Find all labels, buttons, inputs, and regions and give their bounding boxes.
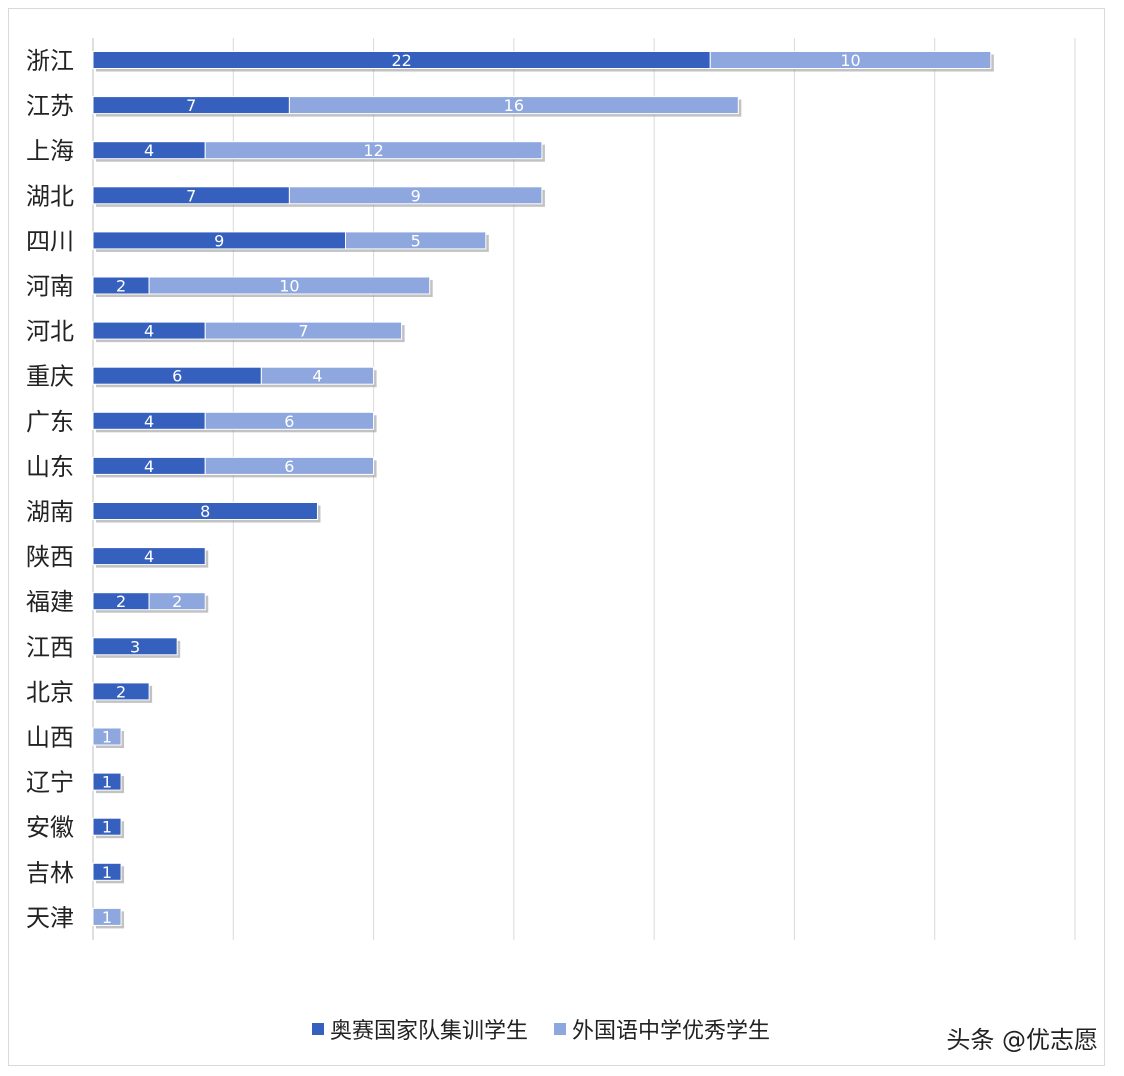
bar-segment: [92, 502, 318, 520]
data-label: 7: [186, 186, 196, 205]
data-label: 3: [130, 637, 140, 656]
data-label: 10: [840, 51, 860, 70]
data-label: 7: [298, 322, 308, 341]
bar-segment: [260, 366, 375, 385]
data-label: 7: [186, 96, 196, 115]
data-label: 2: [172, 592, 182, 611]
category-label: 重庆: [26, 363, 74, 391]
bar-segment: [204, 141, 543, 160]
data-label: 1: [102, 773, 112, 792]
bar-segment: [92, 907, 122, 926]
credit-watermark: 头条 @优志愿: [946, 1026, 1098, 1054]
data-label: 4: [144, 457, 154, 476]
category-label: 山东: [26, 453, 74, 481]
bar-segment: [204, 411, 375, 430]
data-label: 9: [214, 231, 224, 250]
bar-segment: [288, 96, 739, 115]
category-label: 上海: [26, 137, 74, 165]
category-label: 陕西: [26, 543, 74, 571]
data-label: 2: [116, 277, 126, 296]
data-label: 8: [200, 502, 210, 521]
bar-segment: [92, 547, 206, 566]
category-label: 河北: [26, 318, 74, 346]
bar-segment: [92, 817, 122, 836]
chart-frame: [8, 8, 1105, 1066]
category-label: 浙江: [26, 47, 74, 75]
bar-segment: [148, 276, 431, 295]
data-label: 4: [144, 547, 154, 566]
legend-label: 外国语中学优秀学生: [572, 1019, 771, 1044]
data-label: 6: [284, 412, 294, 431]
legend-swatch: [312, 1023, 324, 1035]
data-label: 6: [172, 367, 182, 386]
bar-segment: [709, 51, 992, 69]
legend: 奥赛国家队集训学生 外国语中学优秀学生: [312, 1013, 770, 1045]
category-label: 山西: [26, 724, 74, 752]
data-label: 2: [116, 592, 126, 611]
bar-segment: [92, 637, 178, 656]
data-label: 1: [102, 728, 112, 747]
data-label: 1: [102, 863, 112, 882]
bar-segment: [288, 186, 543, 205]
category-label: 江西: [26, 633, 74, 661]
category-label: 吉林: [26, 859, 74, 887]
bar-segment: [204, 321, 403, 340]
data-label: 5: [411, 231, 421, 250]
category-label: 广东: [26, 408, 74, 436]
data-label: 2: [116, 682, 126, 701]
bar-segment: [92, 862, 122, 881]
legend-swatch: [554, 1023, 567, 1035]
legend-item-olympiad: 奥赛国家队集训学生: [312, 1013, 528, 1045]
data-label: 1: [102, 908, 112, 927]
data-label: 10: [279, 277, 299, 296]
data-label: 4: [144, 322, 154, 341]
data-label: 16: [504, 96, 524, 115]
bar-segment: [204, 456, 375, 475]
bar-segment: [345, 231, 487, 250]
data-label: 4: [144, 141, 154, 160]
bar-segment: [92, 682, 150, 701]
data-label: 12: [363, 141, 383, 160]
data-label: 22: [391, 51, 411, 70]
category-label: 北京: [26, 678, 74, 706]
category-label: 安徽: [26, 814, 74, 842]
data-label: 6: [284, 457, 294, 476]
category-label: 天津: [26, 904, 74, 932]
category-label: 辽宁: [26, 769, 74, 797]
data-label: 4: [312, 367, 322, 386]
category-label: 湖南: [26, 498, 74, 526]
category-label: 湖北: [26, 182, 74, 210]
bar-segment: [148, 592, 206, 611]
legend-label: 奥赛国家队集训学生: [330, 1019, 529, 1044]
category-label: 江苏: [26, 92, 74, 120]
data-label: 1: [102, 818, 112, 837]
category-label: 四川: [26, 227, 74, 255]
category-label: 河南: [26, 273, 74, 301]
data-label: 9: [411, 186, 421, 205]
bar-segment: [92, 772, 122, 791]
category-label: 福建: [26, 588, 74, 616]
legend-item-foreign-language: 外国语中学优秀学生: [554, 1013, 770, 1045]
bar-segment: [92, 727, 122, 746]
data-label: 4: [144, 412, 154, 431]
